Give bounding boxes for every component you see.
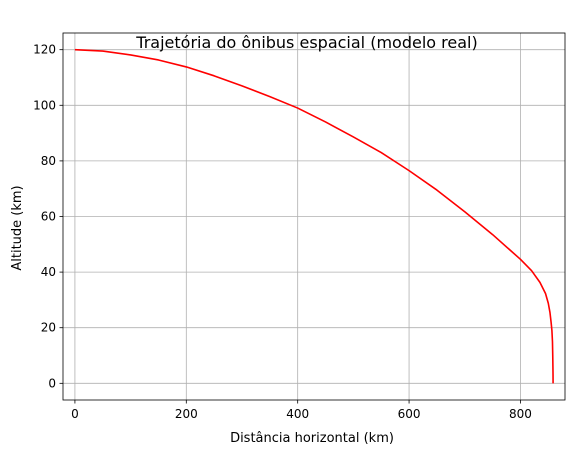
x-tick-label: 0 [71, 407, 79, 421]
y-axis-label: Altitude (km) [10, 185, 25, 270]
axis-ticks: 0 200 400 600 800 0 20 40 60 80 100 120 [33, 43, 532, 421]
x-axis-label: Distância horizontal (km) [230, 431, 394, 446]
x-tick-label: 400 [286, 407, 309, 421]
y-tick-label: 120 [33, 43, 56, 57]
chart-title: Trajetória do ônibus espacial (modelo re… [135, 33, 477, 52]
trajectory-line [74, 48, 554, 384]
x-tick-label: 600 [398, 407, 421, 421]
y-tick-label: 0 [48, 376, 56, 390]
y-tick-label: 60 [41, 210, 56, 224]
y-tick-label: 20 [41, 321, 56, 335]
y-tick-label: 100 [33, 98, 56, 112]
series-group [74, 48, 554, 384]
x-tick-label: 200 [175, 407, 198, 421]
y-tick-label: 80 [41, 154, 56, 168]
y-tick-label: 40 [41, 265, 56, 279]
grid-lines [63, 33, 565, 400]
x-tick-label: 800 [509, 407, 532, 421]
